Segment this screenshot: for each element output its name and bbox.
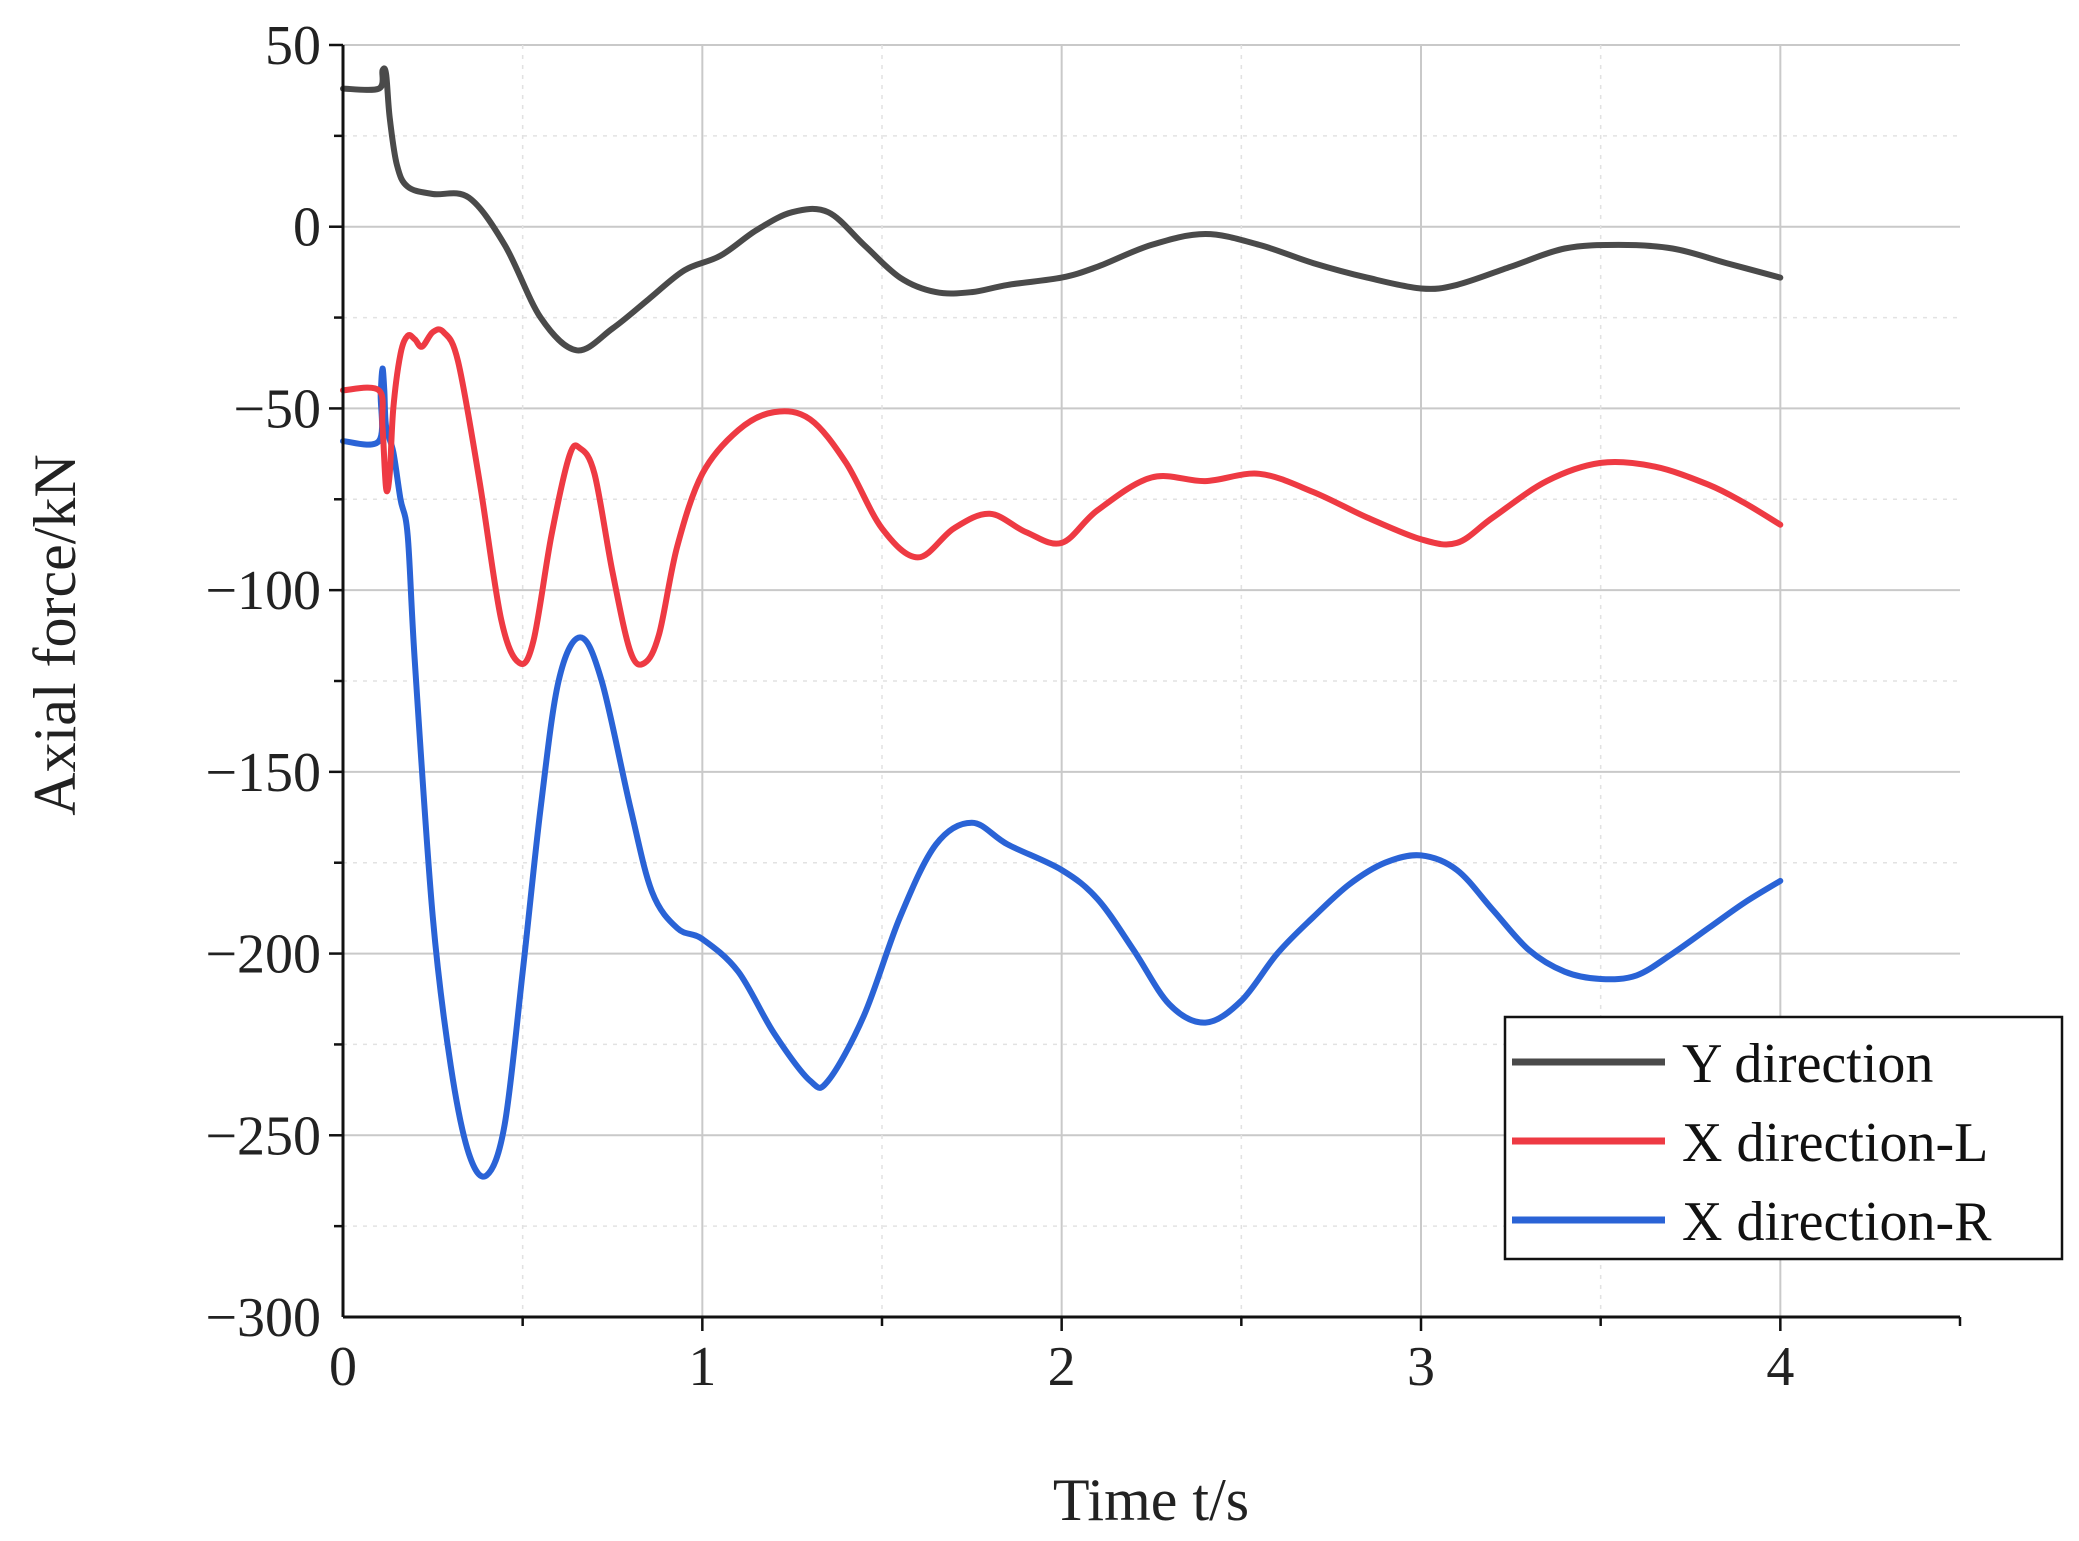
x-tick-label: 4: [1766, 1336, 1794, 1398]
y-tick-label: −200: [205, 924, 321, 986]
legend-label-x-direction-r: X direction-R: [1682, 1191, 1992, 1253]
y-tick-label: −50: [233, 378, 321, 440]
series-lines: [340, 65, 1784, 1180]
y-tick-label: −300: [205, 1287, 321, 1349]
y-tick-label: 50: [265, 15, 321, 77]
x-axis-title: Time t/s: [1053, 1467, 1249, 1533]
ticks: 0 1 2 3 4 50 0 −50 −100 −150 −200 −250 −300: [205, 15, 1962, 1398]
legend-label-x-direction-l: X direction-L: [1682, 1112, 1988, 1174]
x-tick-label: 3: [1407, 1336, 1435, 1398]
x-tick-label: 2: [1048, 1336, 1076, 1398]
x-tick-label: 1: [688, 1336, 716, 1398]
x-tick-label: 0: [329, 1336, 357, 1398]
series-line-y-direction: [340, 65, 1784, 354]
y-tick-label: 0: [293, 197, 321, 259]
y-tick-label: −100: [205, 560, 321, 622]
legend-label-y-direction: Y direction: [1682, 1033, 1933, 1095]
y-tick-label: −150: [205, 742, 321, 804]
series-line-x-direction-r: [340, 365, 1784, 1180]
y-axis-title: Axial force/kN: [22, 454, 88, 816]
y-tick-label: −250: [205, 1105, 321, 1167]
series-line-x-direction-l: [340, 326, 1784, 668]
legend: Y direction X direction-L X direction-R: [1503, 1015, 2064, 1261]
